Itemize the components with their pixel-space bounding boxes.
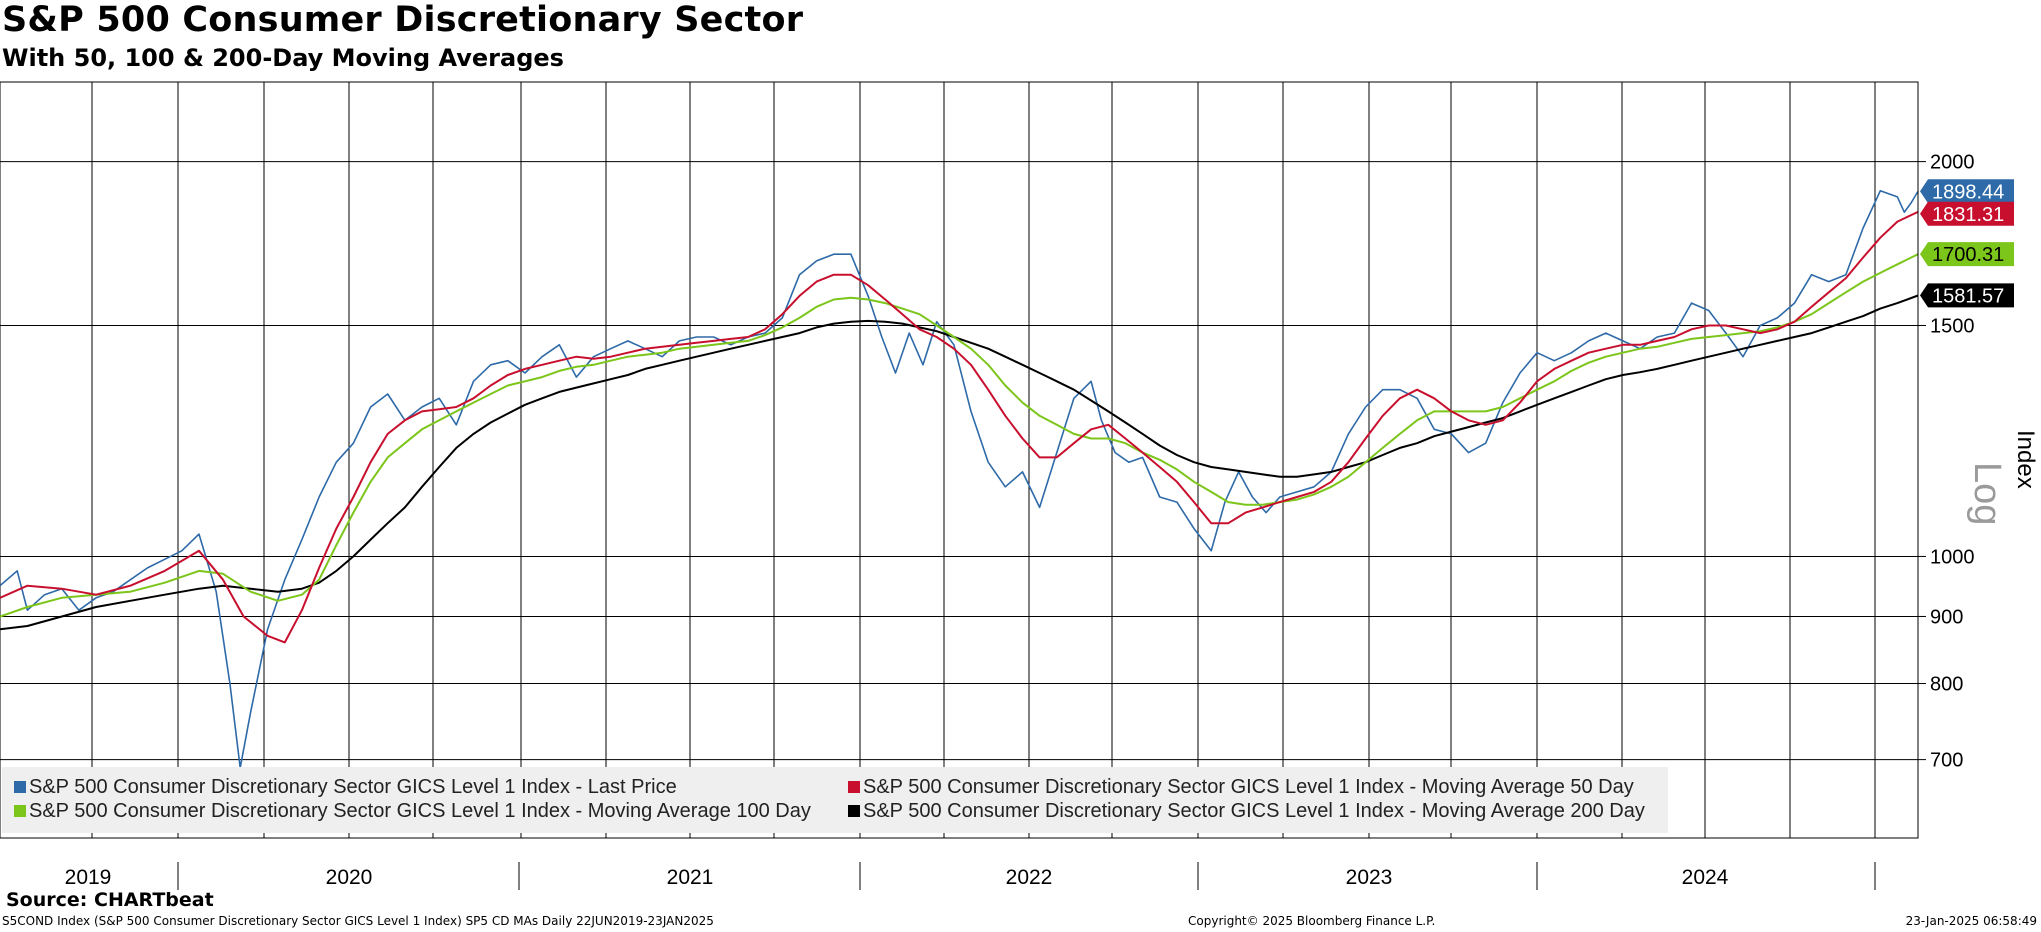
x-tick-label: 2019 <box>65 866 112 889</box>
series-layer <box>0 190 1919 769</box>
value-tag-bg <box>1920 201 2014 226</box>
x-tick-label: 2022 <box>1006 866 1053 889</box>
value-tag-2: 1700.31 <box>1920 242 2014 267</box>
value-tag-label: 1831.31 <box>1932 204 2004 226</box>
copyright: Copyright© 2025 Bloomberg Finance L.P. <box>1188 914 1436 928</box>
value-tag-label: 1898.44 <box>1932 181 2004 203</box>
x-tick-label: 2021 <box>667 866 714 889</box>
log-scale-label: Log <box>1966 462 2008 525</box>
value-tag-bg <box>1920 283 2014 308</box>
series-line-2 <box>0 253 1919 618</box>
legend-item-ma200: S&P 500 Consumer Discretionary Sector GI… <box>848 800 1645 823</box>
value-tag-bg <box>1920 179 2014 204</box>
legend-swatch-ma100 <box>14 805 26 817</box>
legend-label-ma200: S&P 500 Consumer Discretionary Sector GI… <box>863 800 1645 822</box>
y-tick-label: 700 <box>1930 750 1963 772</box>
chart-title: S&P 500 Consumer Discretionary Sector <box>2 0 804 40</box>
y-tick-label: 800 <box>1930 674 1963 696</box>
legend-item-ma100: S&P 500 Consumer Discretionary Sector GI… <box>14 800 811 823</box>
y-tick-label: 2000 <box>1930 152 1975 174</box>
legend-label-ma50: S&P 500 Consumer Discretionary Sector GI… <box>863 776 1634 798</box>
value-tag-bg <box>1920 242 2014 267</box>
series-line-3 <box>0 294 1919 631</box>
timestamp: 23-Jan-2025 06:58:49 <box>1905 914 2037 928</box>
grid <box>0 81 1919 839</box>
value-tag-label: 1581.57 <box>1932 285 2004 307</box>
y-axis-title: Index <box>2012 430 2039 489</box>
y-tick-label: 900 <box>1930 606 1963 628</box>
legend: S&P 500 Consumer Discretionary Sector GI… <box>2 767 1668 833</box>
value-tag-0: 1898.44 <box>1920 179 2014 204</box>
value-tag-3: 1581.57 <box>1920 283 2014 308</box>
legend-swatch-last-price <box>14 781 26 793</box>
x-tick-label: 2020 <box>326 866 373 889</box>
legend-swatch-ma50 <box>848 781 860 793</box>
chart-subtitle: With 50, 100 & 200-Day Moving Averages <box>2 44 564 72</box>
x-tick-label: 2023 <box>1346 866 1393 889</box>
ticker-info: S5COND Index (S&P 500 Consumer Discretio… <box>2 914 714 928</box>
source-label: Source: CHARTbeat <box>6 889 214 911</box>
y-tick-label: 1000 <box>1930 546 1975 568</box>
x-tick-label: 2024 <box>1682 866 1729 889</box>
plot-frame <box>0 81 1919 839</box>
legend-label-ma100: S&P 500 Consumer Discretionary Sector GI… <box>29 800 811 822</box>
series-line-0 <box>0 190 1919 769</box>
legend-label-last-price: S&P 500 Consumer Discretionary Sector GI… <box>29 776 677 798</box>
value-tag-label: 1700.31 <box>1932 244 2004 266</box>
legend-item-last-price: S&P 500 Consumer Discretionary Sector GI… <box>14 776 677 799</box>
series-line-1 <box>0 210 1919 644</box>
legend-swatch-ma200 <box>848 805 860 817</box>
legend-item-ma50: S&P 500 Consumer Discretionary Sector GI… <box>848 776 1634 799</box>
y-tick-label: 1500 <box>1930 315 1975 337</box>
value-tag-1: 1831.31 <box>1920 201 2014 226</box>
